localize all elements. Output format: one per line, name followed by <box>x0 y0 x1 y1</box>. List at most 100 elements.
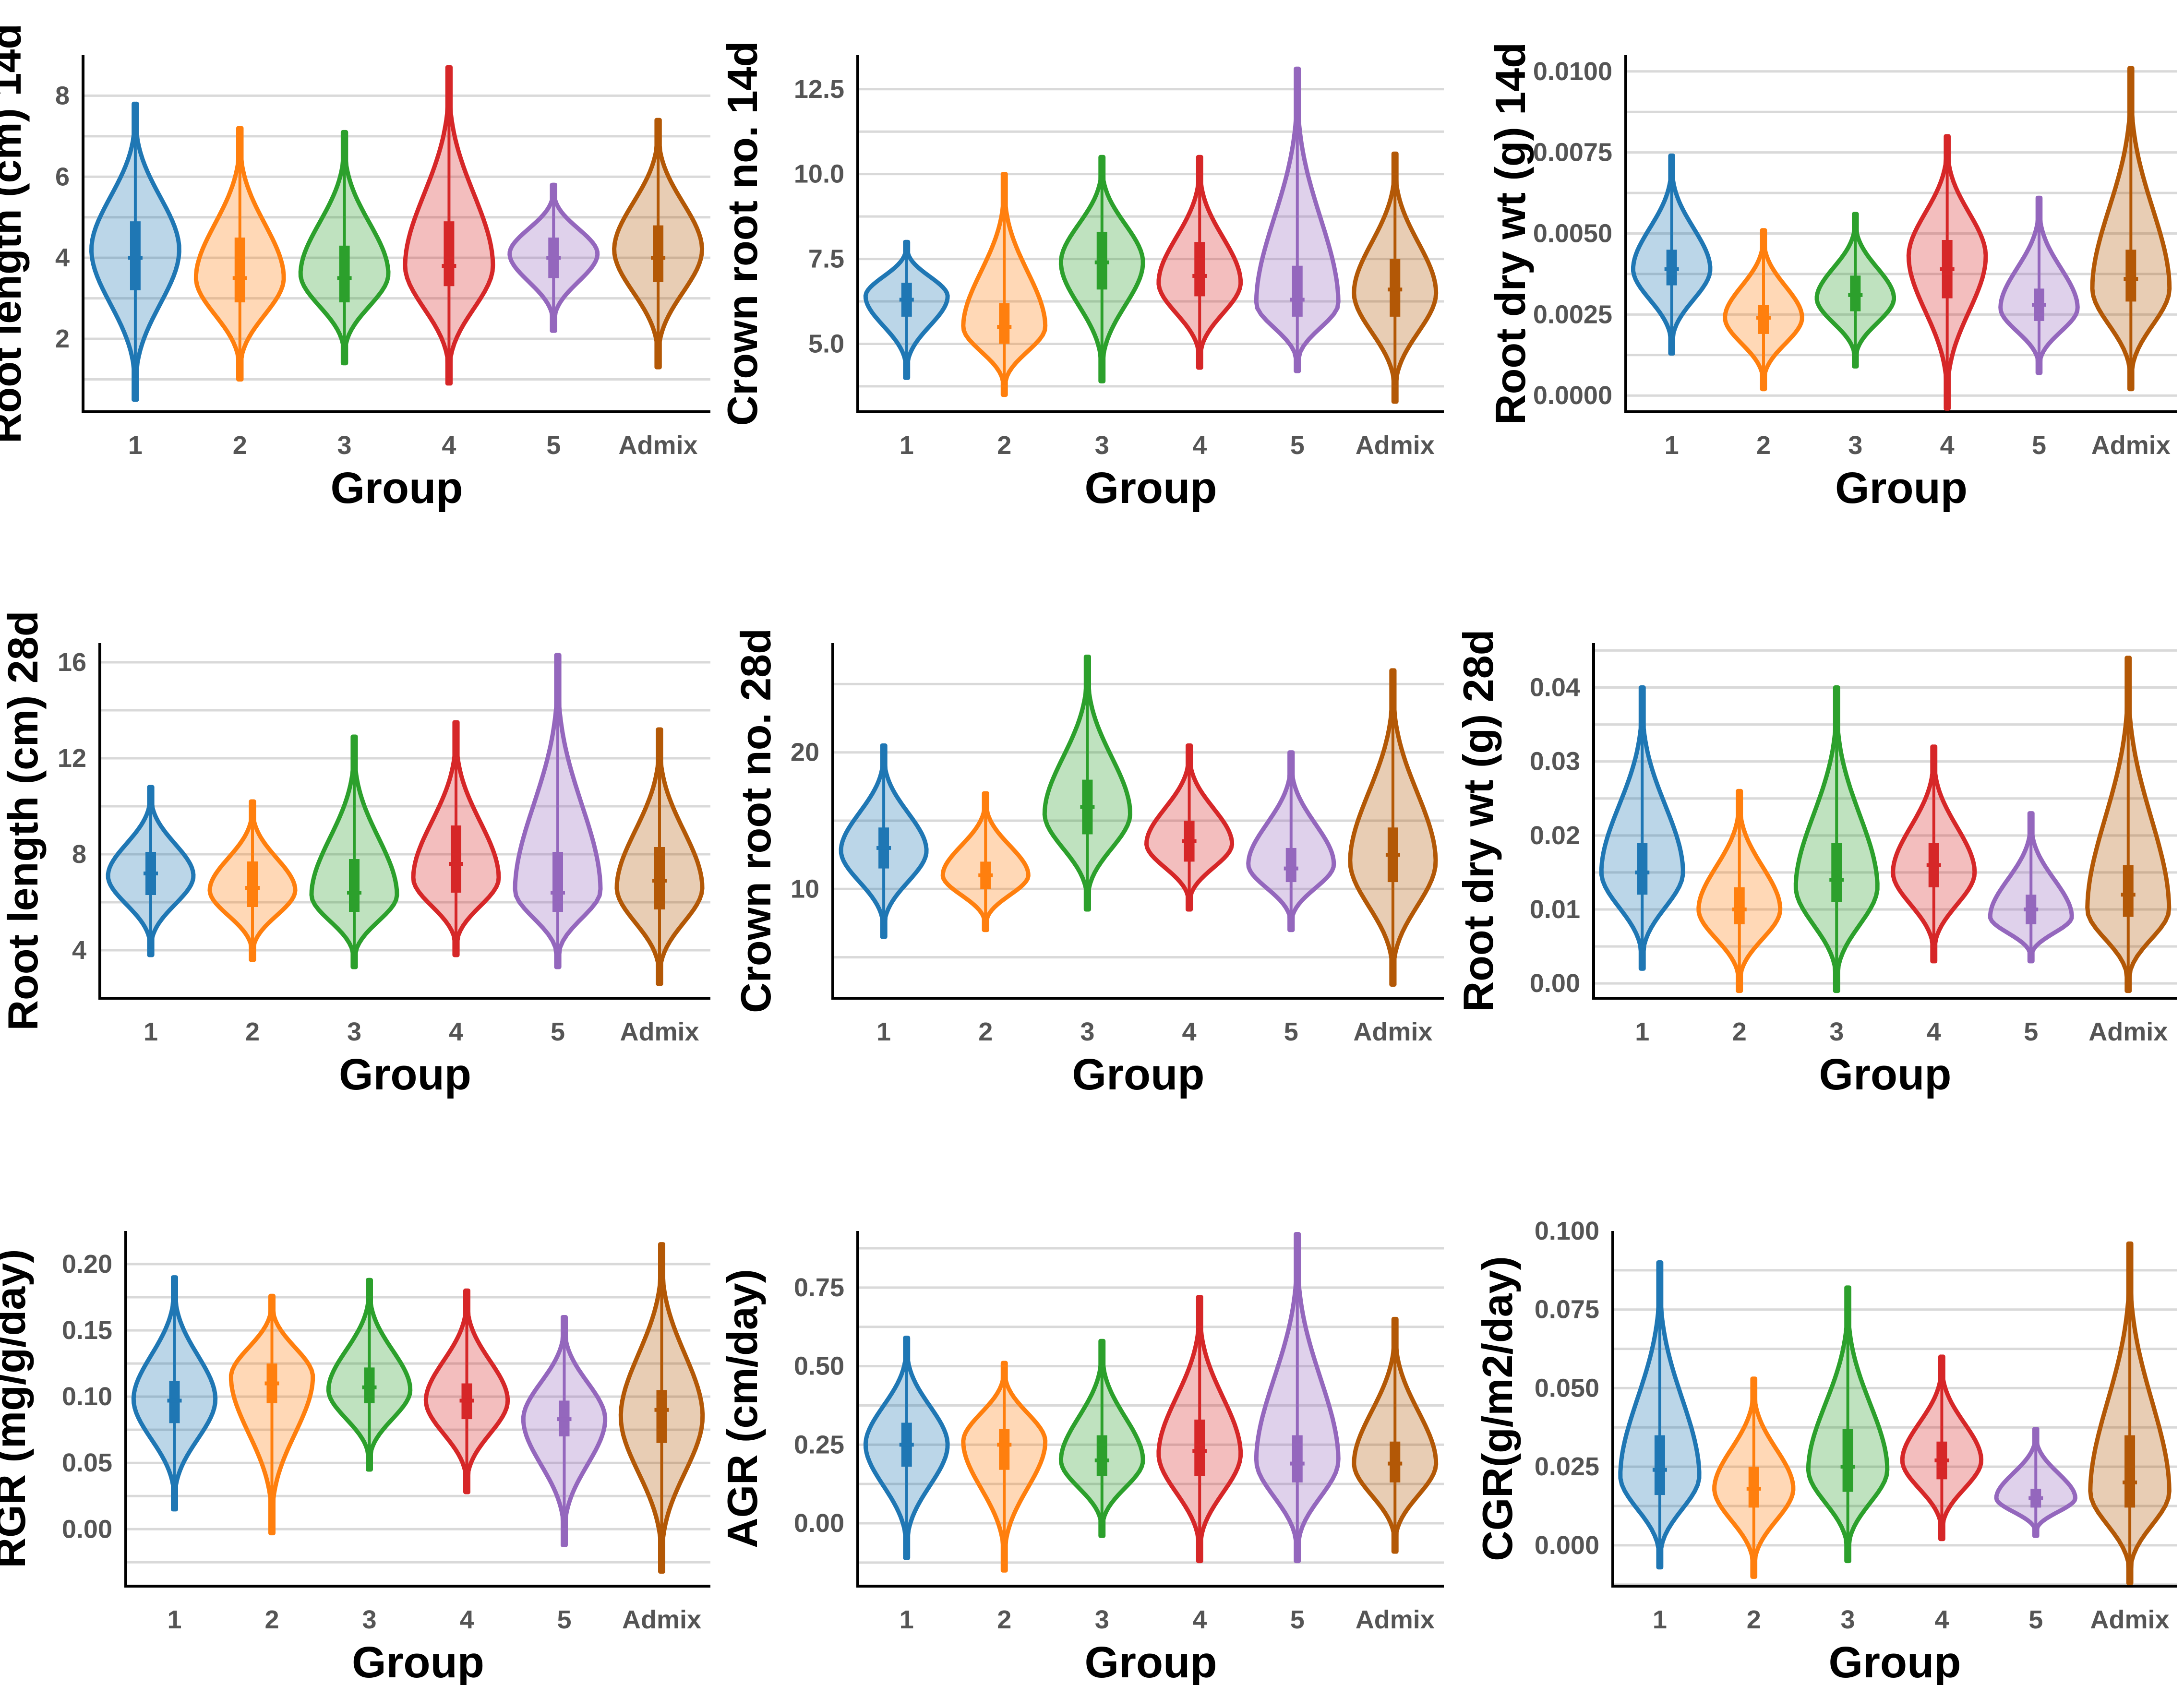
y-tick-label: 0.0000 <box>1533 381 1612 410</box>
y-tick-label: 2 <box>55 324 70 353</box>
x-tick-label: 4 <box>1192 1605 1207 1634</box>
violin-median <box>1652 1468 1667 1472</box>
violin-iqr-box <box>1096 1435 1107 1476</box>
y-axis-title: Root length (cm) 28d <box>0 610 47 1030</box>
violin-iqr-box <box>653 225 664 282</box>
violin-iqr-box <box>130 221 141 290</box>
violin-iqr-box <box>1637 843 1648 895</box>
y-tick-label: 0.25 <box>794 1430 844 1459</box>
x-tick-label: Admix <box>1356 431 1435 460</box>
violin-iqr-box <box>339 245 350 303</box>
x-tick-label: 4 <box>1927 1017 1941 1046</box>
x-tick-label: 2 <box>1756 431 1771 460</box>
x-tick-label: 1 <box>128 431 143 460</box>
x-tick-label: 5 <box>1290 431 1305 460</box>
y-tick-label: 10.0 <box>794 160 844 189</box>
x-tick-label: 2 <box>245 1017 260 1046</box>
violin-median <box>1385 853 1400 857</box>
violin-iqr-box <box>451 825 461 893</box>
x-axis-title: Group <box>1085 1638 1217 1685</box>
x-tick-label: 2 <box>978 1017 993 1046</box>
x-tick-label: 3 <box>337 431 352 460</box>
violin-iqr-box <box>1842 1429 1853 1492</box>
violin-iqr-box <box>1285 848 1296 883</box>
y-tick-label: 0.000 <box>1535 1531 1599 1560</box>
y-tick-label: 0.00 <box>1530 969 1580 998</box>
y-tick-label: 0.00 <box>62 1515 112 1543</box>
violin-median <box>1080 805 1095 809</box>
y-tick-label: 0.20 <box>62 1250 112 1279</box>
x-tick-label: Admix <box>2091 431 2171 460</box>
violin-median <box>551 891 565 895</box>
x-tick-label: 3 <box>1095 1605 1109 1634</box>
violin-median <box>1388 287 1403 292</box>
x-axis-title: Group <box>1085 464 1217 513</box>
x-tick-label: 5 <box>2028 1605 2043 1634</box>
violin-median <box>1192 1449 1207 1453</box>
panel-agr: 0.00 0.25 0.50 0.75 1 2 3 4 5 Admix Group AGR (cm/d… <box>719 1231 1444 1685</box>
violin-median <box>1388 1461 1403 1466</box>
y-axis-title: Root dry wt (g) 28d <box>1454 630 1502 1012</box>
y-axis-title: Crown root no. 28d <box>732 628 780 1013</box>
x-tick-label: 4 <box>442 431 456 460</box>
x-tick-label: 4 <box>1940 431 1955 460</box>
x-axis-title: Group <box>352 1638 484 1685</box>
x-tick-label: 4 <box>459 1605 474 1634</box>
violin-median <box>2121 893 2136 897</box>
x-tick-label: 4 <box>1192 431 1207 460</box>
violin-median <box>128 256 143 260</box>
y-tick-label: 0.10 <box>62 1382 112 1411</box>
x-tick-label: 3 <box>1841 1605 1855 1634</box>
y-tick-label: 8 <box>55 81 70 110</box>
violin-median <box>167 1398 182 1403</box>
violin-median <box>245 886 260 890</box>
x-tick-label: 5 <box>551 1017 565 1046</box>
x-tick-label: Admix <box>2090 1605 2170 1634</box>
x-tick-label: 5 <box>1284 1017 1298 1046</box>
violin-median <box>997 325 1012 329</box>
panel-root-dry-wt-14d: 0.0000 0.0025 0.0050 0.0075 0.0100 1 2 3 4 5 Admix… <box>1487 42 2177 513</box>
x-tick-label: 5 <box>546 431 561 460</box>
x-tick-label: 2 <box>233 431 247 460</box>
violin-median <box>2123 1480 2137 1484</box>
x-axis-title: Group <box>1835 464 1968 513</box>
x-tick-label: 5 <box>2024 1017 2038 1046</box>
panel-root-length-14d: 2 4 6 8 1 2 3 4 5 Admix Group Root length (cm) 14d <box>0 24 710 513</box>
x-tick-label: 1 <box>167 1605 181 1634</box>
violin-median <box>899 298 914 302</box>
x-tick-label: 3 <box>362 1605 376 1634</box>
x-tick-label: 2 <box>997 1605 1011 1634</box>
violin-median <box>2028 1496 2043 1500</box>
violin-median <box>362 1385 377 1389</box>
y-tick-label: 12.5 <box>794 75 844 104</box>
y-tick-label: 0.0025 <box>1533 300 1612 329</box>
y-tick-label: 12 <box>58 744 86 773</box>
x-tick-label: 1 <box>1665 431 1679 460</box>
violin-median <box>1094 260 1109 264</box>
violin-iqr-box <box>654 847 665 909</box>
violin-iqr-box <box>1194 242 1205 297</box>
violin-iqr-box <box>656 1390 667 1443</box>
x-tick-label: 2 <box>1732 1017 1747 1046</box>
y-tick-label: 4 <box>55 243 70 272</box>
violin-iqr-box <box>1292 1435 1303 1482</box>
x-axis-title: Group <box>1819 1050 1952 1099</box>
panel-cgr: 0.000 0.025 0.050 0.075 0.100 1 2 3 4 5 Admix Group… <box>1474 1217 2177 1685</box>
x-tick-label: 1 <box>144 1017 158 1046</box>
panel-crown-root-28d: 10 20 1 2 3 4 5 Admix Group Crown root no. 28d <box>732 628 1444 1099</box>
y-tick-label: 0.01 <box>1530 895 1580 924</box>
x-tick-label: Admix <box>1356 1605 1435 1634</box>
violin-median <box>1664 267 1679 271</box>
violin-iqr-box <box>1292 265 1303 317</box>
y-tick-label: 0.050 <box>1535 1374 1599 1402</box>
x-tick-label: 5 <box>557 1605 571 1634</box>
violin-median <box>1934 1458 1949 1463</box>
panel-crown-root-14d: 5.0 7.5 10.0 12.5 1 2 3 4 5 Admix Group Crown root … <box>719 41 1444 513</box>
x-tick-label: 1 <box>900 431 914 460</box>
violin-median <box>144 872 158 875</box>
violin-median <box>459 1398 474 1403</box>
y-tick-label: 0.0050 <box>1533 219 1612 248</box>
violin-median <box>1829 878 1844 882</box>
y-axis-title: Crown root no. 14d <box>719 41 766 426</box>
